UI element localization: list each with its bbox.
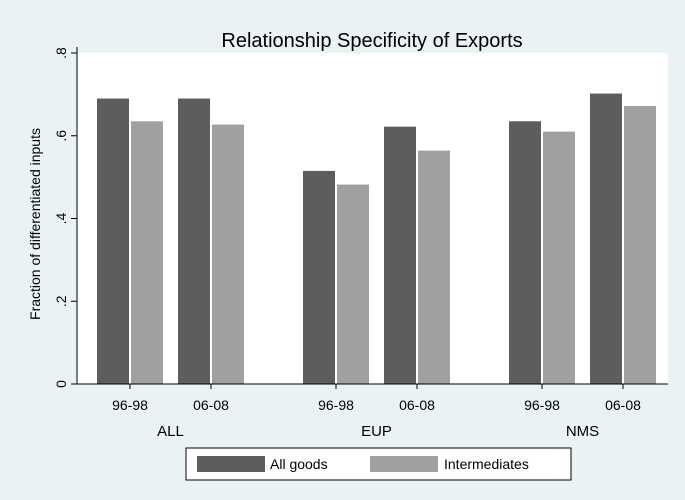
chart-title: Relationship Specificity of Exports xyxy=(221,30,522,52)
bar-intermediates xyxy=(212,124,244,385)
legend: All goods Intermediates xyxy=(185,447,572,481)
y-tick-label: .8 xyxy=(53,47,69,59)
bar-intermediates xyxy=(543,131,575,384)
y-tick-label: .6 xyxy=(53,130,69,142)
category-label: 06-08 xyxy=(605,397,641,413)
y-axis: 0 .2 .4 .6 .8 xyxy=(53,47,78,388)
x-axis: 96-98 06-08 ALL 96-98 06-08 EUP 96-98 06-08 NMS xyxy=(77,383,668,440)
y-tick-label: 0 xyxy=(53,380,69,388)
bar-all-goods xyxy=(97,98,129,384)
bar-intermediates xyxy=(418,150,450,384)
legend-label: Intermediates xyxy=(444,456,529,472)
group-label: EUP xyxy=(361,423,392,440)
legend-swatch xyxy=(197,456,265,472)
category-label: 96-98 xyxy=(318,397,354,413)
bars xyxy=(97,93,656,385)
bar-all-goods xyxy=(303,170,335,384)
group-label: NMS xyxy=(566,423,599,440)
category-label: 96-98 xyxy=(524,397,560,413)
legend-swatch xyxy=(370,456,438,472)
legend-label: All goods xyxy=(270,456,328,472)
group-label: ALL xyxy=(157,423,184,440)
plot-background xyxy=(77,53,668,384)
bar-intermediates xyxy=(131,121,163,385)
bar-all-goods xyxy=(590,93,622,385)
y-tick-label: .2 xyxy=(53,295,69,307)
category-label: 96-98 xyxy=(112,397,148,413)
bar-all-goods xyxy=(178,98,210,384)
bar-all-goods xyxy=(509,121,541,385)
bar-all-goods xyxy=(384,126,416,385)
y-axis-label: Fraction of differentiated inputs xyxy=(27,128,43,320)
category-label: 06-08 xyxy=(193,397,229,413)
bar-intermediates xyxy=(624,105,656,385)
bar-intermediates xyxy=(337,184,369,384)
y-tick-label: .4 xyxy=(53,212,69,224)
category-label: 06-08 xyxy=(399,397,435,413)
